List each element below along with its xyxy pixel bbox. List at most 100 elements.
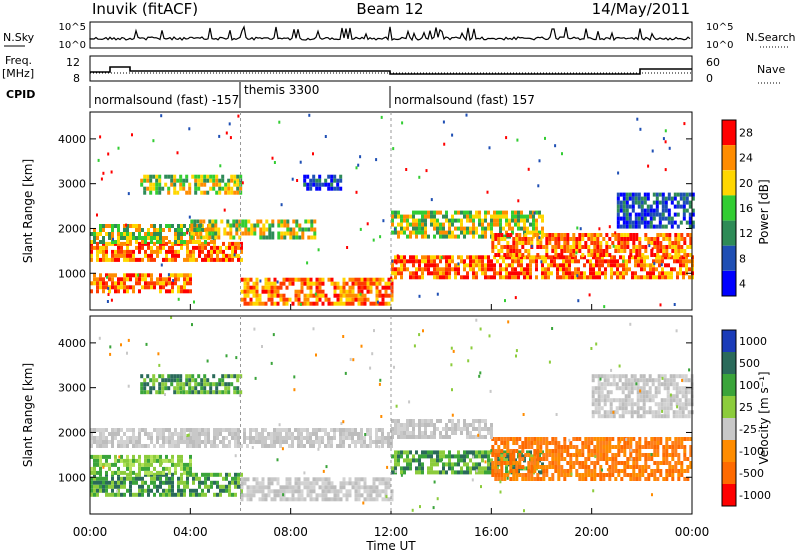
velocity-cell: [135, 472, 138, 477]
velocity-cell: [141, 476, 144, 481]
power-cell: [433, 222, 436, 227]
power-cell: [646, 208, 650, 213]
power-cell: [186, 249, 189, 254]
power-cell: [384, 285, 388, 290]
velocity-cell: [666, 390, 670, 395]
power-cell: [418, 259, 421, 264]
power-cell: [448, 226, 451, 231]
power-cell: [628, 196, 632, 201]
velocity-cell: [201, 492, 204, 497]
velocity-cell: [600, 406, 604, 411]
velocity-cell: [391, 419, 394, 423]
velocity-cell: [506, 441, 510, 445]
velocity-cell: [621, 382, 625, 387]
velocity-cell: [194, 382, 198, 387]
velocity-noise: [488, 334, 491, 338]
velocity-cell: [663, 382, 667, 387]
velocity-cell: [630, 414, 634, 419]
power-cell: [683, 241, 687, 245]
velocity-noise: [360, 344, 363, 348]
power-noise: [241, 181, 244, 185]
power-cell: [484, 218, 487, 223]
power-cell: [493, 210, 496, 215]
power-cell: [291, 301, 295, 306]
velocity-cell: [575, 461, 579, 465]
velocity-cell: [684, 398, 688, 403]
power-cell: [598, 267, 601, 272]
power-cell: [253, 223, 257, 228]
velocity-cell: [297, 481, 301, 486]
power-cell: [688, 200, 692, 205]
velocity-cell: [469, 435, 472, 439]
power-cell: [625, 259, 628, 264]
power-cell: [494, 253, 498, 257]
power-cell: [535, 218, 538, 223]
power-cell: [481, 234, 484, 239]
velocity-cell: [687, 378, 691, 383]
power-cell: [197, 178, 201, 183]
velocity-cell: [114, 484, 117, 489]
power-cell: [135, 257, 138, 262]
power-cell: [689, 233, 693, 237]
velocity-cell: [687, 410, 691, 415]
power-cell: [622, 192, 626, 197]
power-cell: [493, 222, 496, 227]
velocity-cell: [152, 382, 156, 387]
power-cell: [406, 226, 409, 231]
power-cell: [318, 297, 322, 302]
velocity-cell: [509, 465, 513, 469]
velocity-cell: [165, 458, 168, 463]
velocity-cell: [593, 453, 597, 457]
power-cell: [499, 222, 502, 227]
velocity-cell: [597, 410, 601, 415]
power-cell: [276, 289, 280, 294]
power-cell: [628, 255, 631, 260]
power-cell: [532, 222, 535, 227]
velocity-cell: [105, 484, 108, 489]
velocity-cell: [345, 489, 349, 494]
power-cell: [643, 275, 646, 280]
power-cell: [282, 281, 286, 286]
velocity-cell: [603, 374, 607, 379]
power-cell: [670, 224, 674, 229]
velocity-cell: [234, 492, 237, 497]
power-cell: [671, 245, 675, 249]
power-cell: [487, 226, 490, 231]
power-cell: [424, 214, 427, 219]
power-cell: [679, 192, 683, 197]
power-cell: [165, 277, 168, 282]
power-cell: [201, 245, 204, 250]
velocity-cell: [120, 476, 123, 481]
power-cell: [497, 241, 501, 245]
velocity-noise: [470, 346, 473, 350]
velocity-cell: [674, 461, 678, 465]
velocity-cell: [599, 469, 603, 473]
power-cell: [256, 219, 260, 224]
velocity-cell: [632, 457, 636, 461]
power-cell: [171, 273, 174, 278]
power-cell: [526, 275, 529, 280]
velocity-cell: [153, 476, 156, 481]
velocity-cell: [627, 386, 631, 391]
power-cell: [661, 255, 664, 260]
velocity-cell: [372, 481, 376, 486]
velocity-cell: [641, 453, 645, 457]
velocity-cell: [651, 394, 655, 399]
power-cell: [460, 218, 463, 223]
velocity-cell: [222, 444, 225, 448]
power-cell: [150, 277, 153, 282]
power-cell: [445, 267, 448, 272]
power-cell: [159, 245, 162, 250]
velocity-cell: [403, 470, 406, 475]
velocity-cell: [261, 497, 265, 502]
power-cell: [659, 241, 663, 245]
power-cell: [197, 186, 201, 191]
velocity-cell: [185, 390, 189, 395]
power-cell: [584, 245, 588, 249]
power-cell: [120, 277, 123, 282]
velocity-cell: [312, 497, 316, 502]
velocity-cell: [675, 402, 679, 407]
power-cell: [652, 259, 655, 264]
power-cell: [144, 232, 147, 236]
power-cell: [345, 293, 349, 298]
